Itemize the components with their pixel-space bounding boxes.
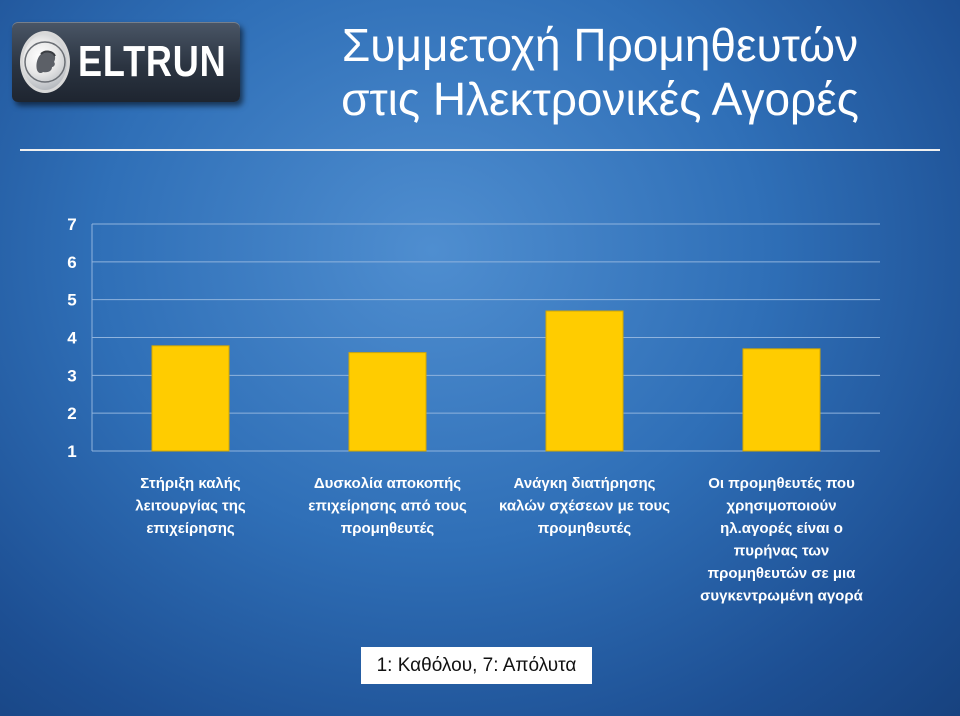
chart-bars [151,310,821,452]
bar [545,310,624,452]
x-category-label: Ανάγκη διατήρησης καλών σχέσεων με τους πρ… [499,475,670,537]
y-axis-tick-labels: 1 2 3 4 5 6 7 [67,215,77,461]
x-category-label: Δυσκολία αποκοπής επιχείρησης από τους προ… [308,475,467,537]
y-tick-label: 7 [67,215,76,234]
coin-head-emblem-icon [20,31,70,93]
y-tick-label: 2 [67,404,76,423]
bar [151,345,230,452]
scale-note: 1: Καθόλου, 7: Απόλυτα [361,647,592,684]
y-tick-label: 3 [67,366,76,385]
bar [742,348,821,452]
y-tick-label: 6 [67,253,76,272]
bar [348,352,427,452]
y-tick-label: 4 [67,329,77,348]
logo-text: ELTRUN [78,37,227,86]
x-category-label: Οι προμηθευτές που χρησιμοποιούν ηλ.αγορές… [700,475,863,605]
y-tick-label: 5 [67,291,76,310]
title-divider [20,149,940,151]
title-line-1: Συμμετοχή Προμηθευτών [341,19,859,71]
profile-head-icon [24,41,66,83]
eltrun-logo: ELTRUN [12,22,240,102]
x-category-label: Στήριξη καλής λειτουργίας της επιχείρησης [135,475,246,537]
page-title: Συμμετοχή Προμηθευτών στις Ηλεκτρονικές … [250,18,950,126]
y-tick-label: 1 [67,442,76,461]
title-line-2: στις Ηλεκτρονικές Αγορές [341,73,859,125]
x-axis-category-labels: Στήριξη καλής λειτουργίας της επιχείρησης Δ… [135,475,863,605]
